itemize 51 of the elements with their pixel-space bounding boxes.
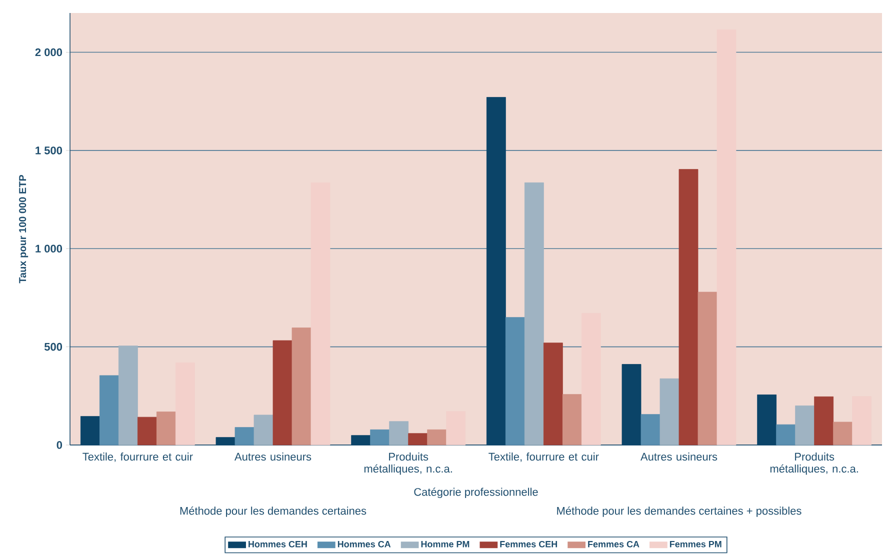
x-tick-label: Autres usineurs [640, 452, 718, 461]
bar [776, 424, 796, 446]
legend-label: Femmes PM [670, 541, 722, 548]
bar [660, 378, 680, 446]
bar [80, 416, 100, 446]
bar [137, 416, 157, 446]
x-tick-label: Autres usineurs [234, 452, 312, 461]
text: Méthode pour les demandes certaines + possibles [557, 506, 802, 517]
bar [524, 182, 544, 446]
y-tick-label: 1 000 [36, 244, 62, 253]
bar [351, 435, 371, 446]
bar [234, 427, 254, 446]
bar [622, 364, 642, 446]
bar [216, 437, 236, 446]
y-tick-label: 2 000 [35, 48, 62, 56]
bar [389, 421, 409, 446]
y-axis-title: Taux pour 100 000 ETP [19, 174, 28, 284]
bar [757, 394, 777, 446]
bar [814, 396, 834, 446]
text: Méthode pour les demandes certaines [180, 506, 366, 517]
legend-label: Homme PM [421, 541, 470, 548]
bar [272, 340, 292, 446]
y-tick-label: 500 [44, 342, 62, 351]
legend-label: Hommes CA [338, 540, 391, 548]
x-tick-label: Produits métalliques, n.c.a. [364, 452, 452, 475]
bar [640, 414, 660, 446]
bar [99, 375, 119, 446]
legend-label: Femmes CEH [500, 540, 558, 548]
bar [118, 346, 138, 446]
y-tick-label: 0 [56, 441, 62, 449]
bar [833, 422, 853, 446]
legend-label: Hommes CEH [248, 540, 307, 548]
bar [408, 433, 428, 446]
bar [254, 414, 274, 446]
x-tick-label: Textile, fourrure et cuir [82, 452, 193, 462]
bar [292, 328, 312, 446]
y-tick-label: 1 500 [36, 146, 62, 154]
bar [678, 169, 698, 446]
bar [505, 317, 525, 446]
bar [543, 342, 563, 446]
bar [795, 406, 815, 446]
x-tick-label: Textile, fourrure et cuir [488, 452, 599, 462]
bar [562, 394, 582, 446]
bar [427, 429, 447, 446]
x-axis-title: Catégorie professionnelle [414, 488, 538, 498]
bar [370, 429, 390, 446]
bar [156, 412, 176, 446]
bar [698, 292, 718, 446]
x-tick-label: Produits métalliques, n.c.a. [770, 452, 858, 475]
bar [486, 97, 506, 446]
legend-label: Femmes CA [588, 540, 640, 548]
